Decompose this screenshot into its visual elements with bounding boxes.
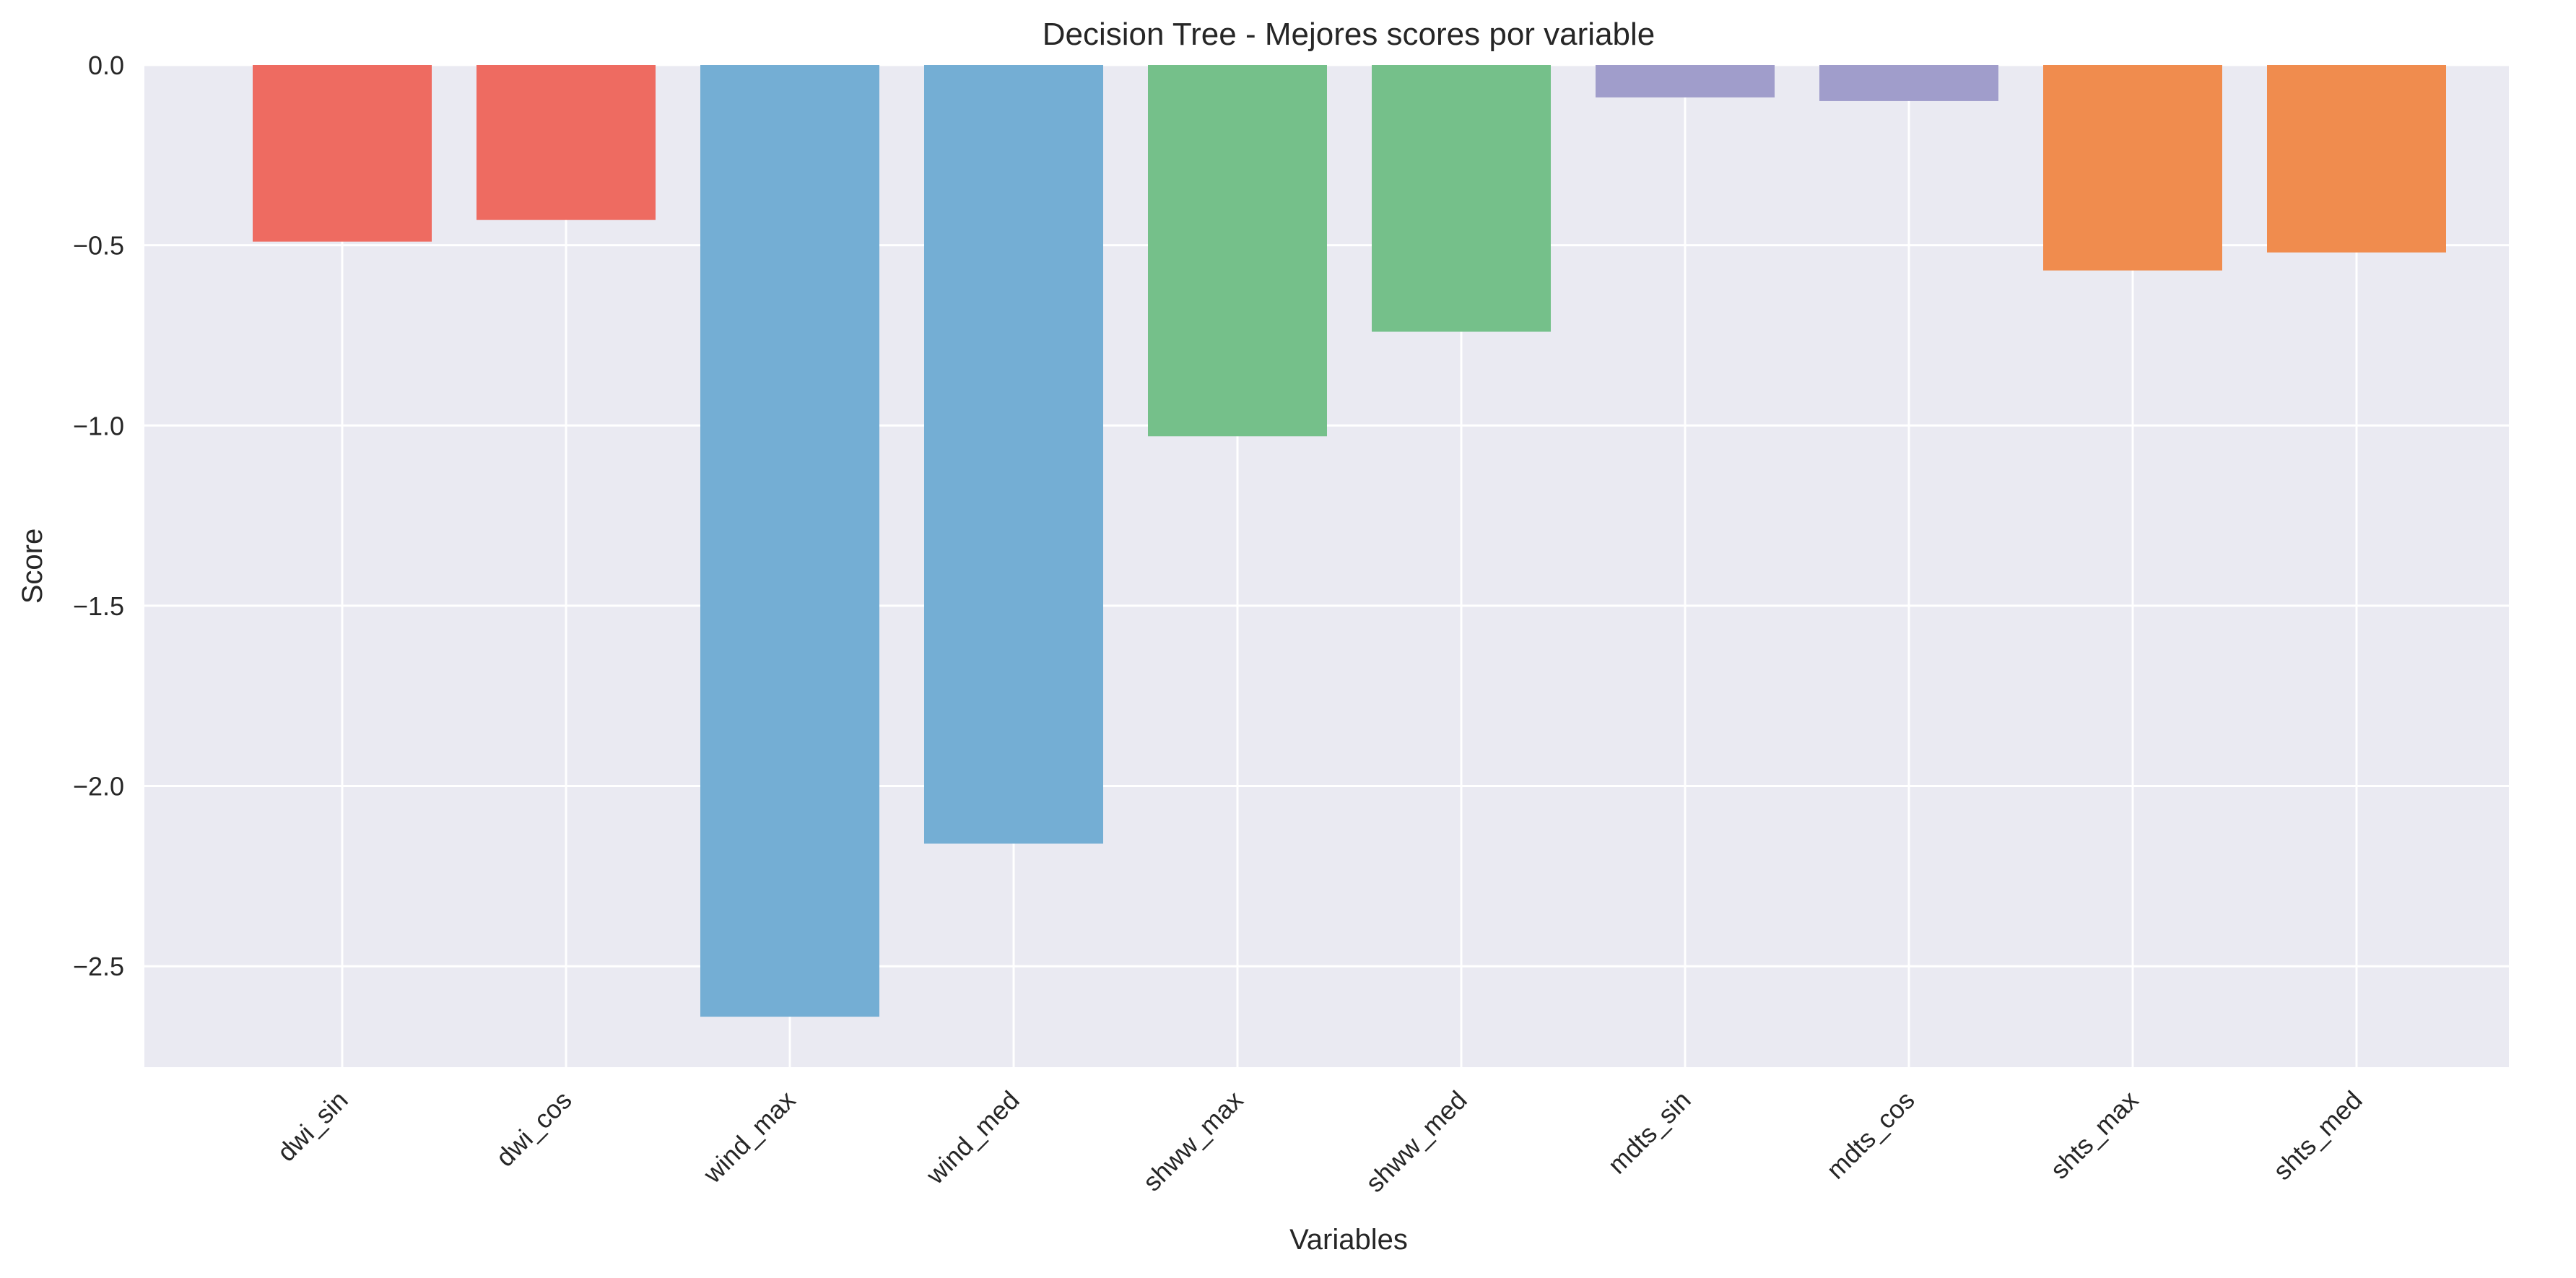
bar-wind-med (924, 65, 1103, 844)
bar-dwi-sin (253, 65, 432, 242)
y-tick-label: −2.5 (73, 952, 124, 981)
x-tick-label: shww_med (1359, 1085, 1472, 1198)
bar-shts-max (2043, 65, 2222, 271)
chart-title: Decision Tree - Mejores scores por varia… (1043, 17, 1655, 52)
x-tick-label: shts_max (2045, 1085, 2144, 1185)
y-tick-label: −0.5 (73, 231, 124, 261)
bar-shww-med (1372, 65, 1551, 332)
bar-shts-med (2267, 65, 2446, 253)
x-tick-labels: dwi_sin dwi_cos wind_max wind_med shww_max sh… (271, 1085, 2368, 1198)
y-tick-label: −1.5 (73, 591, 124, 621)
bar-dwi-cos (477, 65, 656, 220)
y-axis-label: Score (17, 529, 48, 604)
bar-mdts-sin (1596, 65, 1775, 97)
bar-mdts-cos (1819, 65, 1998, 101)
x-tick-label: dwi_sin (271, 1085, 354, 1168)
x-tick-label: wind_max (697, 1085, 801, 1189)
x-tick-label: mdts_sin (1602, 1085, 1697, 1180)
y-tick-label: −2.0 (73, 772, 124, 801)
x-tick-label: dwi_cos (490, 1085, 578, 1173)
x-tick-label: wind_med (920, 1085, 1025, 1191)
y-tick-labels: 0.0 −0.5 −1.0 −1.5 −2.0 −2.5 (73, 51, 124, 981)
x-tick-label: shww_max (1137, 1085, 1249, 1197)
y-tick-label: −1.0 (73, 411, 124, 440)
y-tick-label: 0.0 (88, 51, 124, 80)
x-tick-label: mdts_cos (1821, 1085, 1920, 1185)
bar-shww-max (1148, 65, 1327, 437)
bars (253, 65, 2446, 1017)
x-tick-label: shts_med (2267, 1085, 2367, 1186)
bar-wind-max (700, 65, 879, 1017)
x-axis-label: Variables (1289, 1224, 1408, 1256)
